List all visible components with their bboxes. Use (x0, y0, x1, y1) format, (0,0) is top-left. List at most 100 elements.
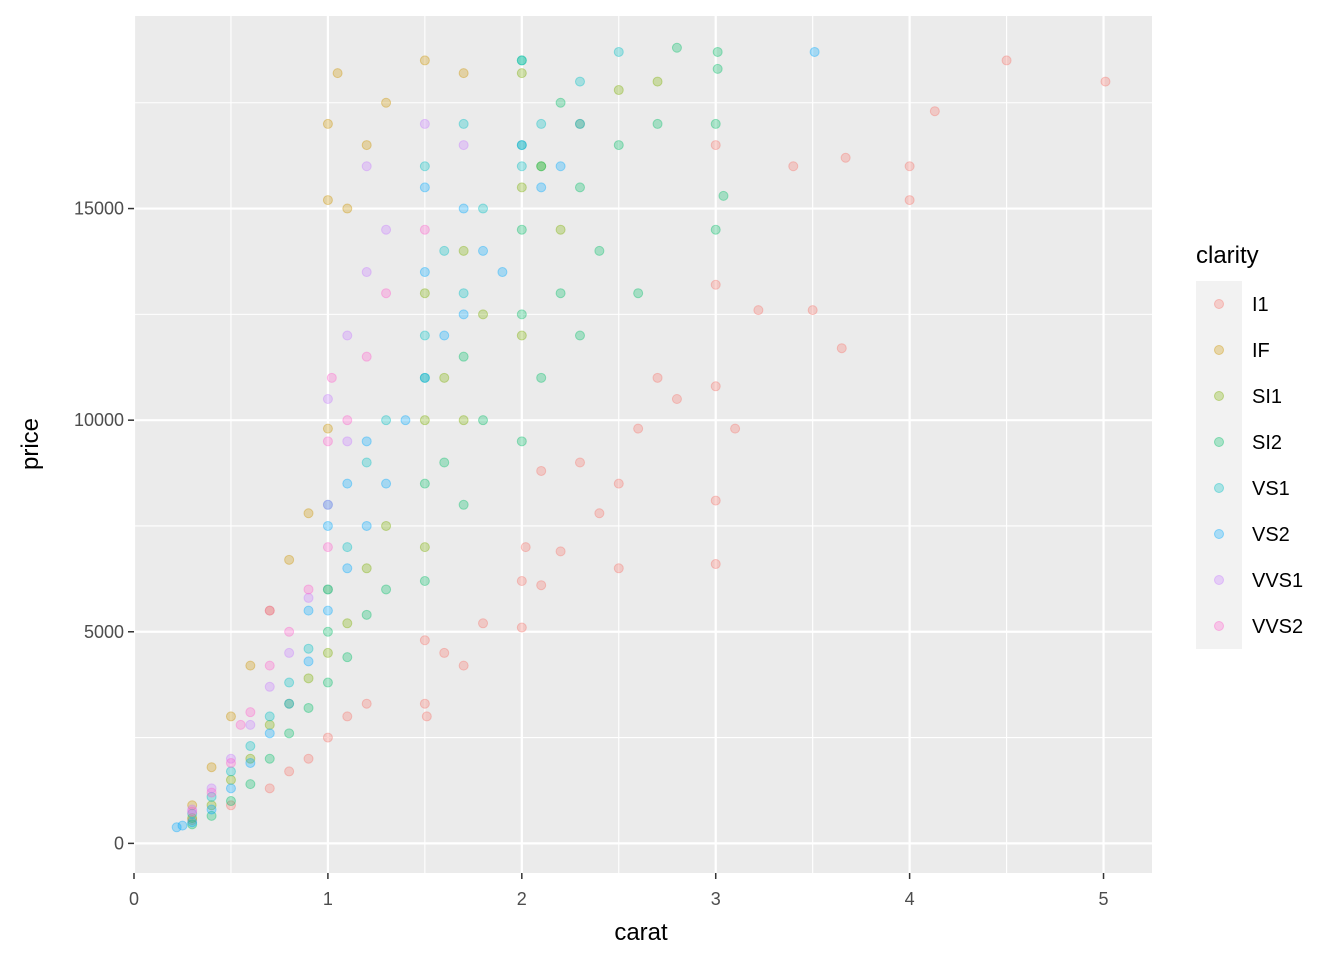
data-point (710, 118, 721, 129)
data-point (342, 652, 353, 663)
data-point (516, 140, 527, 151)
legend-items: I1 IF SI1 SI2 VS1 VS2 VVS1 VVS2 (1214, 294, 1303, 638)
data-point (303, 508, 314, 519)
data-point (235, 719, 246, 730)
major-gridlines (132, 16, 1152, 873)
data-point (303, 753, 314, 764)
axis-ticks (128, 207, 1105, 879)
data-point (671, 394, 682, 405)
legend-item-vvs2: VVS2 (1214, 616, 1303, 638)
data-point (555, 161, 566, 172)
data-point (516, 68, 527, 79)
data-point (303, 605, 314, 616)
data-point (342, 711, 353, 722)
data-point (225, 796, 236, 807)
data-point (187, 817, 198, 828)
data-point (187, 800, 198, 811)
data-point (458, 203, 469, 214)
data-point (361, 563, 372, 574)
data-point (381, 415, 392, 426)
data-point (342, 618, 353, 629)
data-point (419, 288, 430, 299)
data-point (419, 55, 430, 66)
legend-item-vs1: VS1 (1214, 478, 1290, 500)
data-point (206, 810, 217, 821)
data-point (458, 68, 469, 79)
series-si2 (187, 42, 729, 830)
data-point (187, 808, 198, 819)
data-point (458, 351, 469, 362)
data-point (322, 584, 333, 595)
data-point (809, 46, 820, 57)
data-point (284, 698, 295, 709)
data-point (613, 46, 624, 57)
legend-key (1214, 621, 1224, 631)
data-point (536, 161, 547, 172)
data-point (225, 774, 236, 785)
legend-label: VS1 (1252, 478, 1290, 500)
legend-item-si1: SI1 (1214, 386, 1282, 408)
legend-label: VVS2 (1252, 616, 1303, 638)
data-point (419, 224, 430, 235)
data-point (929, 106, 940, 117)
data-point (478, 618, 489, 629)
minor-gridlines (134, 16, 1152, 873)
data-point (439, 457, 450, 468)
data-point (574, 76, 585, 87)
legend-label: VS2 (1252, 524, 1290, 546)
data-point (458, 288, 469, 299)
data-point (361, 520, 372, 531)
legend-key (1214, 391, 1224, 401)
data-point (613, 563, 624, 574)
data-point (536, 580, 547, 591)
data-point (633, 288, 644, 299)
data-point (303, 584, 314, 595)
data-point (245, 660, 256, 671)
data-point (361, 351, 372, 362)
data-point (332, 68, 343, 79)
data-point (206, 762, 217, 773)
data-point (419, 267, 430, 278)
data-point (303, 656, 314, 667)
data-point (840, 152, 851, 163)
data-point (458, 309, 469, 320)
data-point (419, 635, 430, 646)
data-point (322, 520, 333, 531)
data-point (419, 372, 430, 383)
data-point (361, 436, 372, 447)
data-point (574, 182, 585, 193)
data-point (536, 161, 547, 172)
legend-item-if: IF (1214, 340, 1270, 362)
legend-item-vvs1: VVS1 (1214, 570, 1303, 592)
data-point (342, 203, 353, 214)
data-point (264, 753, 275, 764)
data-points (171, 42, 1111, 833)
data-point (555, 288, 566, 299)
data-point (613, 85, 624, 96)
data-point (712, 46, 723, 57)
data-point (322, 647, 333, 658)
data-point (458, 415, 469, 426)
data-point (730, 423, 741, 434)
data-point (439, 330, 450, 341)
data-point (303, 673, 314, 684)
data-point (836, 343, 847, 354)
data-point (652, 118, 663, 129)
data-point (342, 542, 353, 553)
data-point (574, 457, 585, 468)
data-point (303, 643, 314, 654)
data-point (245, 779, 256, 790)
legend-item-i1: I1 (1214, 294, 1269, 316)
data-point (284, 698, 295, 709)
series-i1 (187, 55, 1111, 826)
data-point (478, 415, 489, 426)
data-point (419, 698, 430, 709)
data-point (206, 787, 217, 798)
data-point (419, 575, 430, 586)
data-point (381, 288, 392, 299)
data-point (421, 711, 432, 722)
data-point (322, 499, 333, 510)
data-point (400, 415, 411, 426)
data-point (264, 605, 275, 616)
data-point (419, 182, 430, 193)
